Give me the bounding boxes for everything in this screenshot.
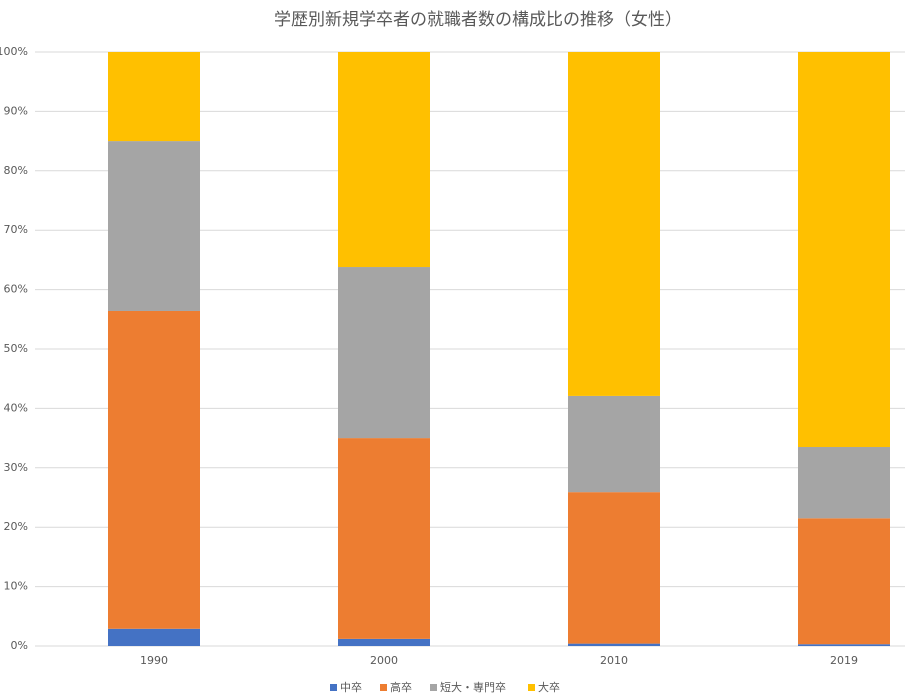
y-tick-label: 80% [4,164,28,177]
bar-segment [798,52,890,448]
bar-segment [108,141,200,311]
legend-label: 中卒 [340,680,362,694]
bar-segment [108,52,200,142]
legend-swatch [330,684,337,691]
bar-segment [568,395,660,493]
y-tick-label: 60% [4,283,28,296]
chart-title: 学歴別新規学卒者の就職者数の構成比の推移（女性） [274,10,682,30]
bar-segment [338,438,430,639]
bar-segment [568,52,660,396]
y-tick-label: 40% [4,401,28,414]
x-tick-label: 1990 [140,654,168,667]
y-tick-label: 20% [4,520,28,533]
y-tick-label: 100% [0,45,28,58]
bar-segment [338,267,430,439]
x-tick-label: 2010 [600,654,628,667]
bar-segment [798,447,890,519]
bar-segment [338,638,430,646]
legend-swatch [528,684,535,691]
bar-segment [108,310,200,629]
x-tick-label: 2000 [370,654,398,667]
bar-segment [568,643,660,646]
y-tick-label: 70% [4,223,28,236]
y-tick-label: 50% [4,342,28,355]
bar-segment [108,628,200,646]
y-tick-label: 0% [11,639,28,652]
legend-swatch [380,684,387,691]
y-tick-label: 30% [4,461,28,474]
legend-label: 短大・専門卒 [440,680,506,694]
bar-segment [338,52,430,268]
x-tick-label: 2019 [830,654,858,667]
legend-label: 高卒 [390,680,412,694]
bar-segment [568,492,660,644]
legend-swatch [430,684,437,691]
y-tick-label: 90% [4,104,28,117]
bar-segment [798,644,890,646]
bar-segment [798,518,890,645]
y-tick-label: 10% [4,580,28,593]
legend-label: 大卒 [538,680,560,694]
